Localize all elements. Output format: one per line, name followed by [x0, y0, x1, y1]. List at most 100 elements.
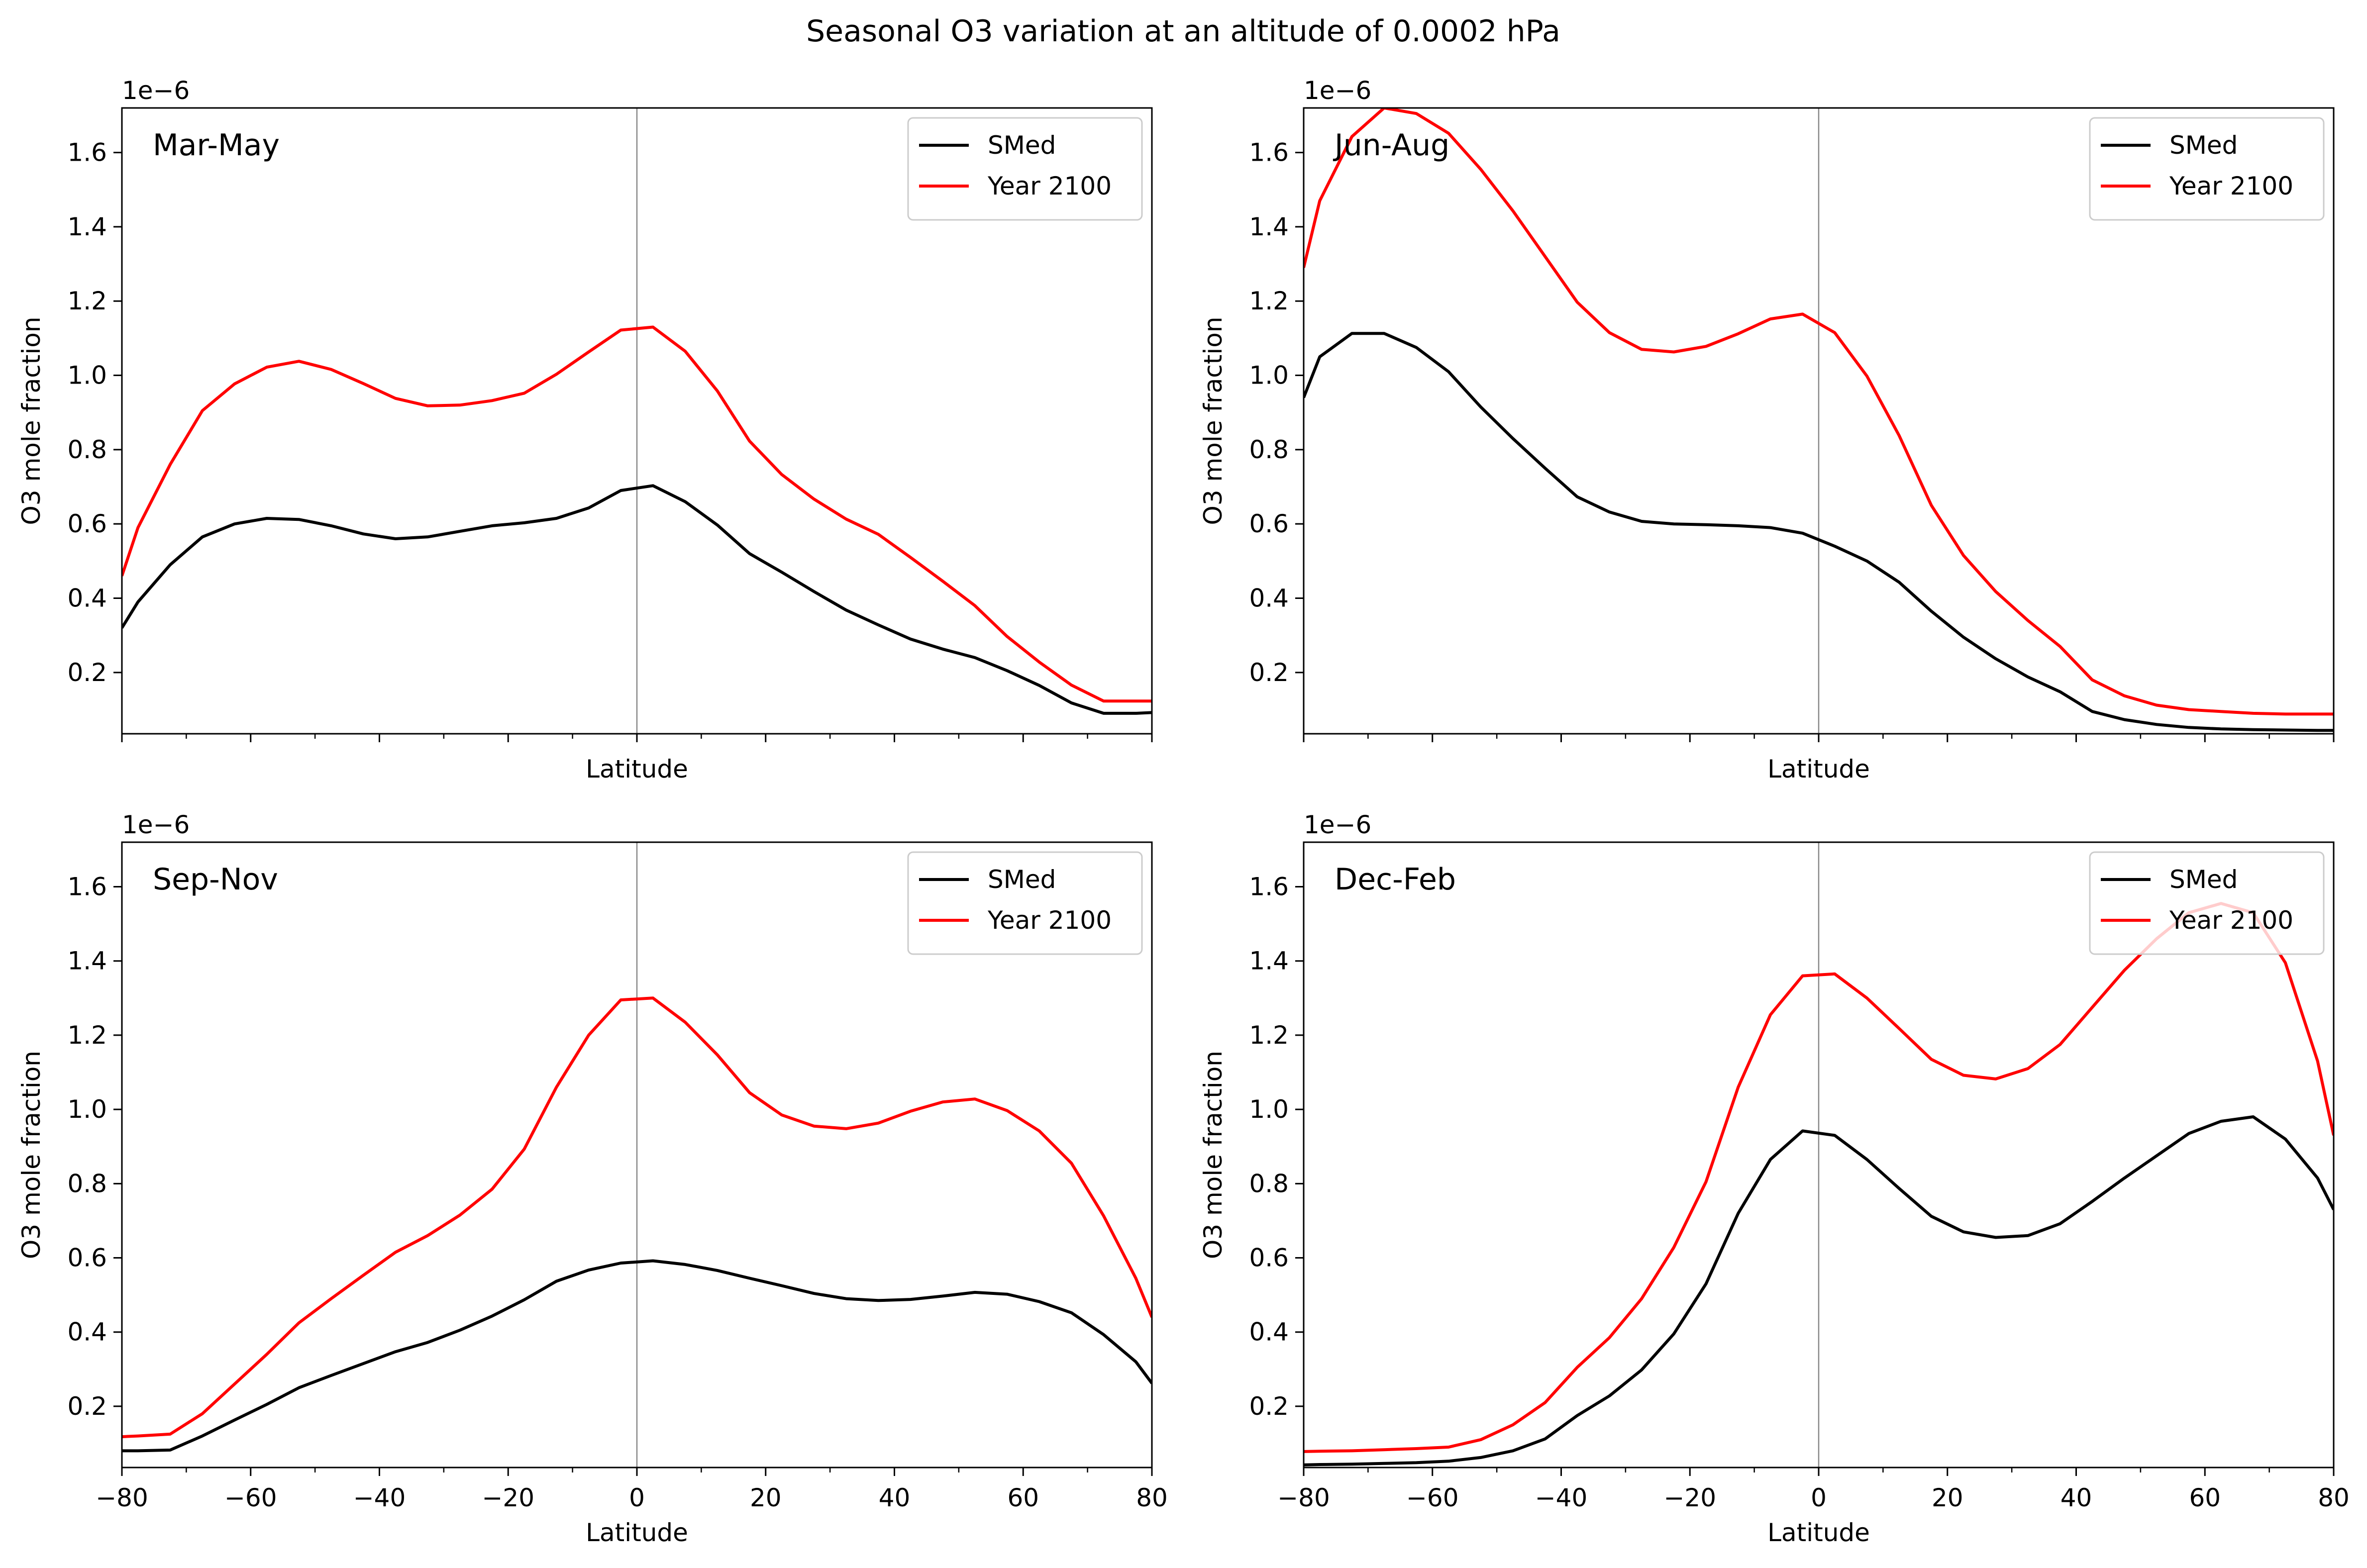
panel-dec-feb: −80 −60 −40 −20 0 20 40 60 80 0.2 0.4 0.6 0.8 1.0 1.2 1… [1199, 810, 2350, 1547]
y-tick-label: 0.8 [1249, 1169, 1289, 1198]
panel-sep-nov: −80 −60 −40 −20 0 20 40 60 80 0.2 0.4 0.6 0.8 1.0 1.2 1… [17, 810, 1168, 1547]
y-offset-label: 1e−6 [1304, 810, 1371, 839]
x-tick-label: 20 [750, 1483, 782, 1512]
y-tick-label: 0.2 [1249, 1392, 1289, 1421]
y-tick-label: 0.4 [1249, 584, 1289, 612]
series-line-smed [1304, 332, 2334, 732]
y-offset-label: 1e−6 [122, 76, 190, 105]
legend: SMed Year 2100 [907, 851, 1143, 955]
x-axis-label: Latitude [1767, 755, 1870, 784]
x-tick-label: −20 [482, 1483, 534, 1512]
y-tick-label: 1.4 [1249, 212, 1289, 241]
y-tick-label: 1.2 [67, 1021, 107, 1050]
series-group [122, 325, 1152, 715]
y-tick-label: 0.6 [67, 1244, 107, 1273]
y-tick-label: 0.8 [1249, 435, 1289, 464]
y-tick-label: 0.4 [67, 584, 107, 612]
legend-entry-label: SMed [2169, 865, 2238, 894]
legend-entry-label: Year 2100 [987, 172, 1112, 200]
x-tick-label: −20 [1663, 1483, 1716, 1512]
x-tick-label: −60 [224, 1483, 277, 1512]
legend-entry-label: SMed [988, 131, 1056, 160]
panel-label: Jun-Aug [1333, 128, 1449, 163]
y-tick-label: 0.2 [67, 1392, 107, 1421]
y-tick-label: 1.0 [1249, 1095, 1289, 1124]
panel-label: Dec-Feb [1335, 862, 1456, 897]
x-tick-label: 0 [629, 1483, 645, 1512]
x-tick-label: −80 [96, 1483, 148, 1512]
series-line-smed [122, 484, 1152, 715]
x-axis-label: Latitude [1767, 1518, 1870, 1547]
series-line-smed [1304, 1115, 2334, 1467]
y-tick-label: 0.8 [67, 435, 107, 464]
legend-box [907, 117, 1143, 221]
x-axis-label: Latitude [586, 755, 688, 784]
x-tick-label: 80 [1136, 1483, 1168, 1512]
y-axis-label: O3 mole fraction [17, 317, 46, 525]
legend: SMed Year 2100 [2089, 851, 2325, 955]
series-group [1304, 108, 2334, 732]
y-tick-label: 1.2 [67, 287, 107, 315]
legend-entry-label: Year 2100 [2169, 172, 2293, 200]
x-tick-label: 80 [2318, 1483, 2350, 1512]
x-tick-label: −40 [353, 1483, 406, 1512]
panel-jun-aug: 0.2 0.4 0.6 0.8 1.0 1.2 1.4 1.6 1e−6 Latitude O3 m… [1199, 76, 2335, 784]
y-tick-label: 1.2 [1249, 287, 1289, 315]
panel-label: Sep-Nov [153, 862, 278, 897]
series-group [122, 996, 1152, 1453]
y-tick-label: 0.8 [67, 1169, 107, 1198]
x-tick-label: −80 [1277, 1483, 1330, 1512]
y-tick-label: 0.4 [67, 1318, 107, 1347]
y-tick-label: 1.0 [1249, 361, 1289, 390]
x-tick-label: 40 [879, 1483, 911, 1512]
legend: SMed Year 2100 [2089, 117, 2325, 221]
legend-entry-label: SMed [2169, 131, 2238, 160]
legend-box [907, 851, 1143, 955]
y-tick-label: 1.4 [67, 947, 107, 976]
panels-container: 0.2 0.4 0.6 0.8 1.0 1.2 1.4 1.6 1e−6 Latitude O3 m… [17, 76, 2350, 1547]
x-tick-label: −60 [1406, 1483, 1459, 1512]
y-offset-label: 1e−6 [122, 810, 190, 839]
y-tick-label: 1.2 [1249, 1021, 1289, 1050]
y-tick-label: 1.4 [67, 212, 107, 241]
x-tick-label: −40 [1535, 1483, 1588, 1512]
y-tick-label: 1.6 [67, 138, 107, 167]
y-tick-label: 1.6 [1249, 138, 1289, 167]
legend-box [2089, 117, 2325, 221]
y-axis-label: O3 mole fraction [1199, 317, 1228, 525]
legend-entry-label: Year 2100 [987, 906, 1112, 935]
x-tick-label: 60 [1007, 1483, 1039, 1512]
legend: SMed Year 2100 [907, 117, 1143, 221]
y-tick-label: 0.6 [1249, 1244, 1289, 1273]
figure-title: Seasonal O3 variation at an altitude of … [806, 14, 1560, 49]
x-tick-label: 40 [2060, 1483, 2092, 1512]
series-line-year-2100 [1304, 108, 2334, 716]
legend-box [2089, 851, 2325, 955]
y-tick-label: 1.4 [1249, 947, 1289, 976]
x-axis-label: Latitude [586, 1518, 688, 1547]
panel-label: Mar-May [153, 128, 280, 163]
series-line-year-2100 [122, 996, 1152, 1439]
y-tick-label: 0.6 [67, 509, 107, 538]
x-tick-label: 0 [1811, 1483, 1827, 1512]
y-axis-label: O3 mole fraction [1199, 1051, 1228, 1259]
y-tick-label: 0.2 [67, 658, 107, 687]
series-line-smed [122, 1259, 1152, 1453]
y-tick-label: 1.6 [1249, 873, 1289, 901]
legend-entry-label: Year 2100 [2169, 906, 2293, 935]
y-tick-label: 0.6 [1249, 509, 1289, 538]
y-tick-label: 0.2 [1249, 658, 1289, 687]
y-offset-label: 1e−6 [1304, 76, 1371, 105]
series-line-year-2100 [122, 325, 1152, 703]
y-tick-label: 1.0 [67, 1095, 107, 1124]
x-tick-label: 20 [1932, 1483, 1963, 1512]
y-tick-label: 1.6 [67, 873, 107, 901]
x-tick-label: 60 [2189, 1483, 2221, 1512]
panel-mar-may: 0.2 0.4 0.6 0.8 1.0 1.2 1.4 1.6 1e−6 Latitude O3 m… [17, 76, 1153, 784]
y-tick-label: 1.0 [67, 361, 107, 390]
y-tick-label: 0.4 [1249, 1318, 1289, 1347]
y-axis-label: O3 mole fraction [17, 1051, 46, 1259]
legend-entry-label: SMed [988, 865, 1056, 894]
